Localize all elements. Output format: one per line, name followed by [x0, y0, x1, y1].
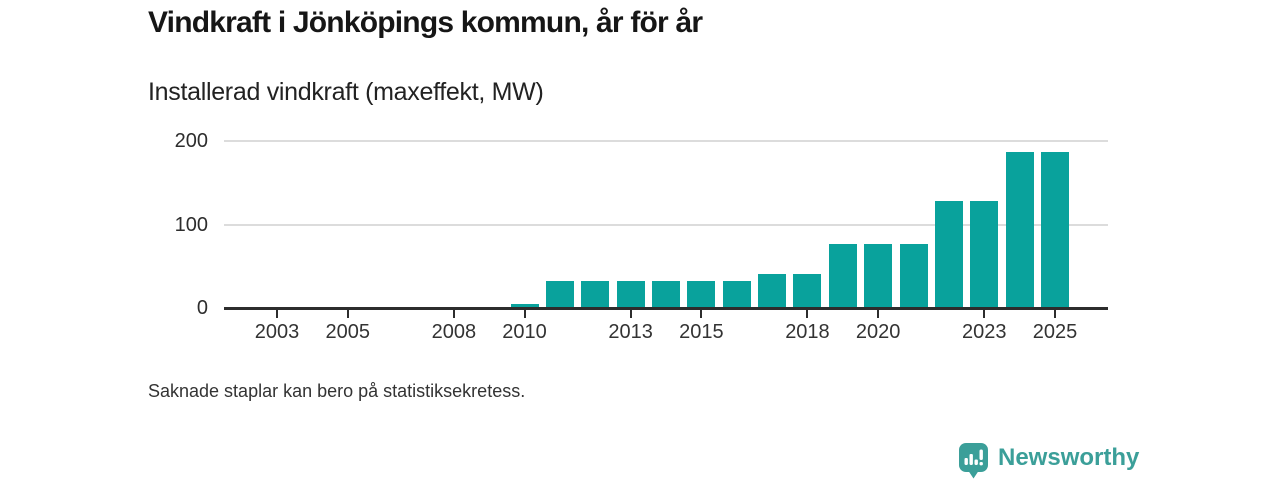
x-axis-tick-mark	[452, 310, 455, 318]
bar-2010	[511, 304, 539, 307]
gridline-100	[224, 223, 1108, 226]
bar-chart-exclamation-badge-icon	[959, 443, 988, 479]
bar-2016	[723, 281, 751, 307]
bar-2019	[829, 244, 857, 307]
bar-2011	[546, 281, 574, 307]
footnote: Saknade staplar kan bero på statistiksek…	[148, 381, 526, 401]
newsworthy-logo[interactable]: Newsworthy	[958, 441, 1139, 479]
x-axis-tick-mark	[983, 310, 986, 318]
bar-2022	[935, 201, 963, 307]
x-axis-tick-mark	[629, 310, 632, 318]
bar-2025	[1041, 152, 1069, 307]
bar-2021	[900, 244, 928, 307]
bar-2020	[864, 244, 892, 307]
x-axis-tick-label: 2010	[502, 321, 547, 343]
bar-2013	[617, 281, 645, 307]
x-axis-tick-mark	[806, 310, 809, 318]
bar-2014	[652, 281, 680, 307]
newsworthy-wordmark: Newsworthy	[998, 444, 1140, 471]
bar-2017	[758, 274, 786, 307]
bar-2023	[970, 201, 998, 307]
y-axis-tick-label: 200	[174, 130, 208, 153]
x-axis-tick-label: 2020	[855, 321, 901, 343]
bar-2024	[1006, 152, 1034, 307]
x-axis-tick-mark	[877, 310, 880, 318]
bar-2015	[687, 281, 715, 307]
x-axis-tick-label: 2023	[961, 321, 1007, 343]
x-axis-tick-label: 2005	[325, 321, 371, 343]
chart-subtitle: Installerad vindkraft (maxeffekt, MW)	[148, 78, 544, 106]
y-axis-tick-label: 100	[174, 213, 208, 236]
x-axis-tick-label: 2003	[254, 321, 300, 343]
x-axis-tick-mark	[276, 310, 279, 318]
x-axis-tick-label: 2025	[1032, 321, 1078, 343]
x-axis-tick-label: 2015	[679, 321, 724, 343]
bar-2018	[793, 274, 821, 307]
x-axis-tick-mark	[346, 310, 349, 318]
x-axis-line	[224, 307, 1108, 310]
y-axis-tick-label: 0	[196, 297, 208, 319]
x-axis-tick-label: 2013	[608, 321, 653, 343]
page-title: Vindkraft i Jönköpings kommun, år för år	[148, 6, 703, 39]
x-axis-tick-mark	[700, 310, 703, 318]
bar-2012	[581, 281, 609, 307]
gridline-200	[224, 140, 1108, 143]
x-axis-tick-label: 2008	[431, 321, 477, 343]
x-axis-tick-mark	[523, 310, 526, 318]
x-axis-tick-mark	[1053, 310, 1056, 318]
x-axis-tick-label: 2018	[785, 321, 830, 343]
